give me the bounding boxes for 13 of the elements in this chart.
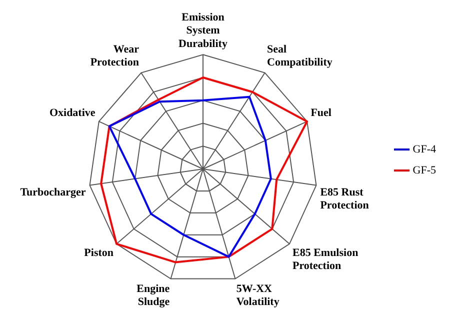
spoke-label: Oxidative [49,107,96,120]
spoke-label: 5W-XX Volatility [236,283,280,308]
legend-label: GF-5 [412,164,436,176]
spoke-label: Piston [84,246,114,259]
spoke-label: Emission System Durability [178,11,228,50]
spoke-label: Wear Protection [90,43,140,69]
spoke-label: E85 Emulsion Protection [292,246,358,272]
spoke-label: Turbocharger [20,186,86,198]
spoke-label: E85 Rust Protection [320,186,369,212]
spoke-label: Fuel [310,107,332,120]
spoke-label: Engine Sludge [136,283,170,308]
spoke-label: Seal Compatibility [267,43,333,69]
legend-label: GF-4 [412,143,436,156]
